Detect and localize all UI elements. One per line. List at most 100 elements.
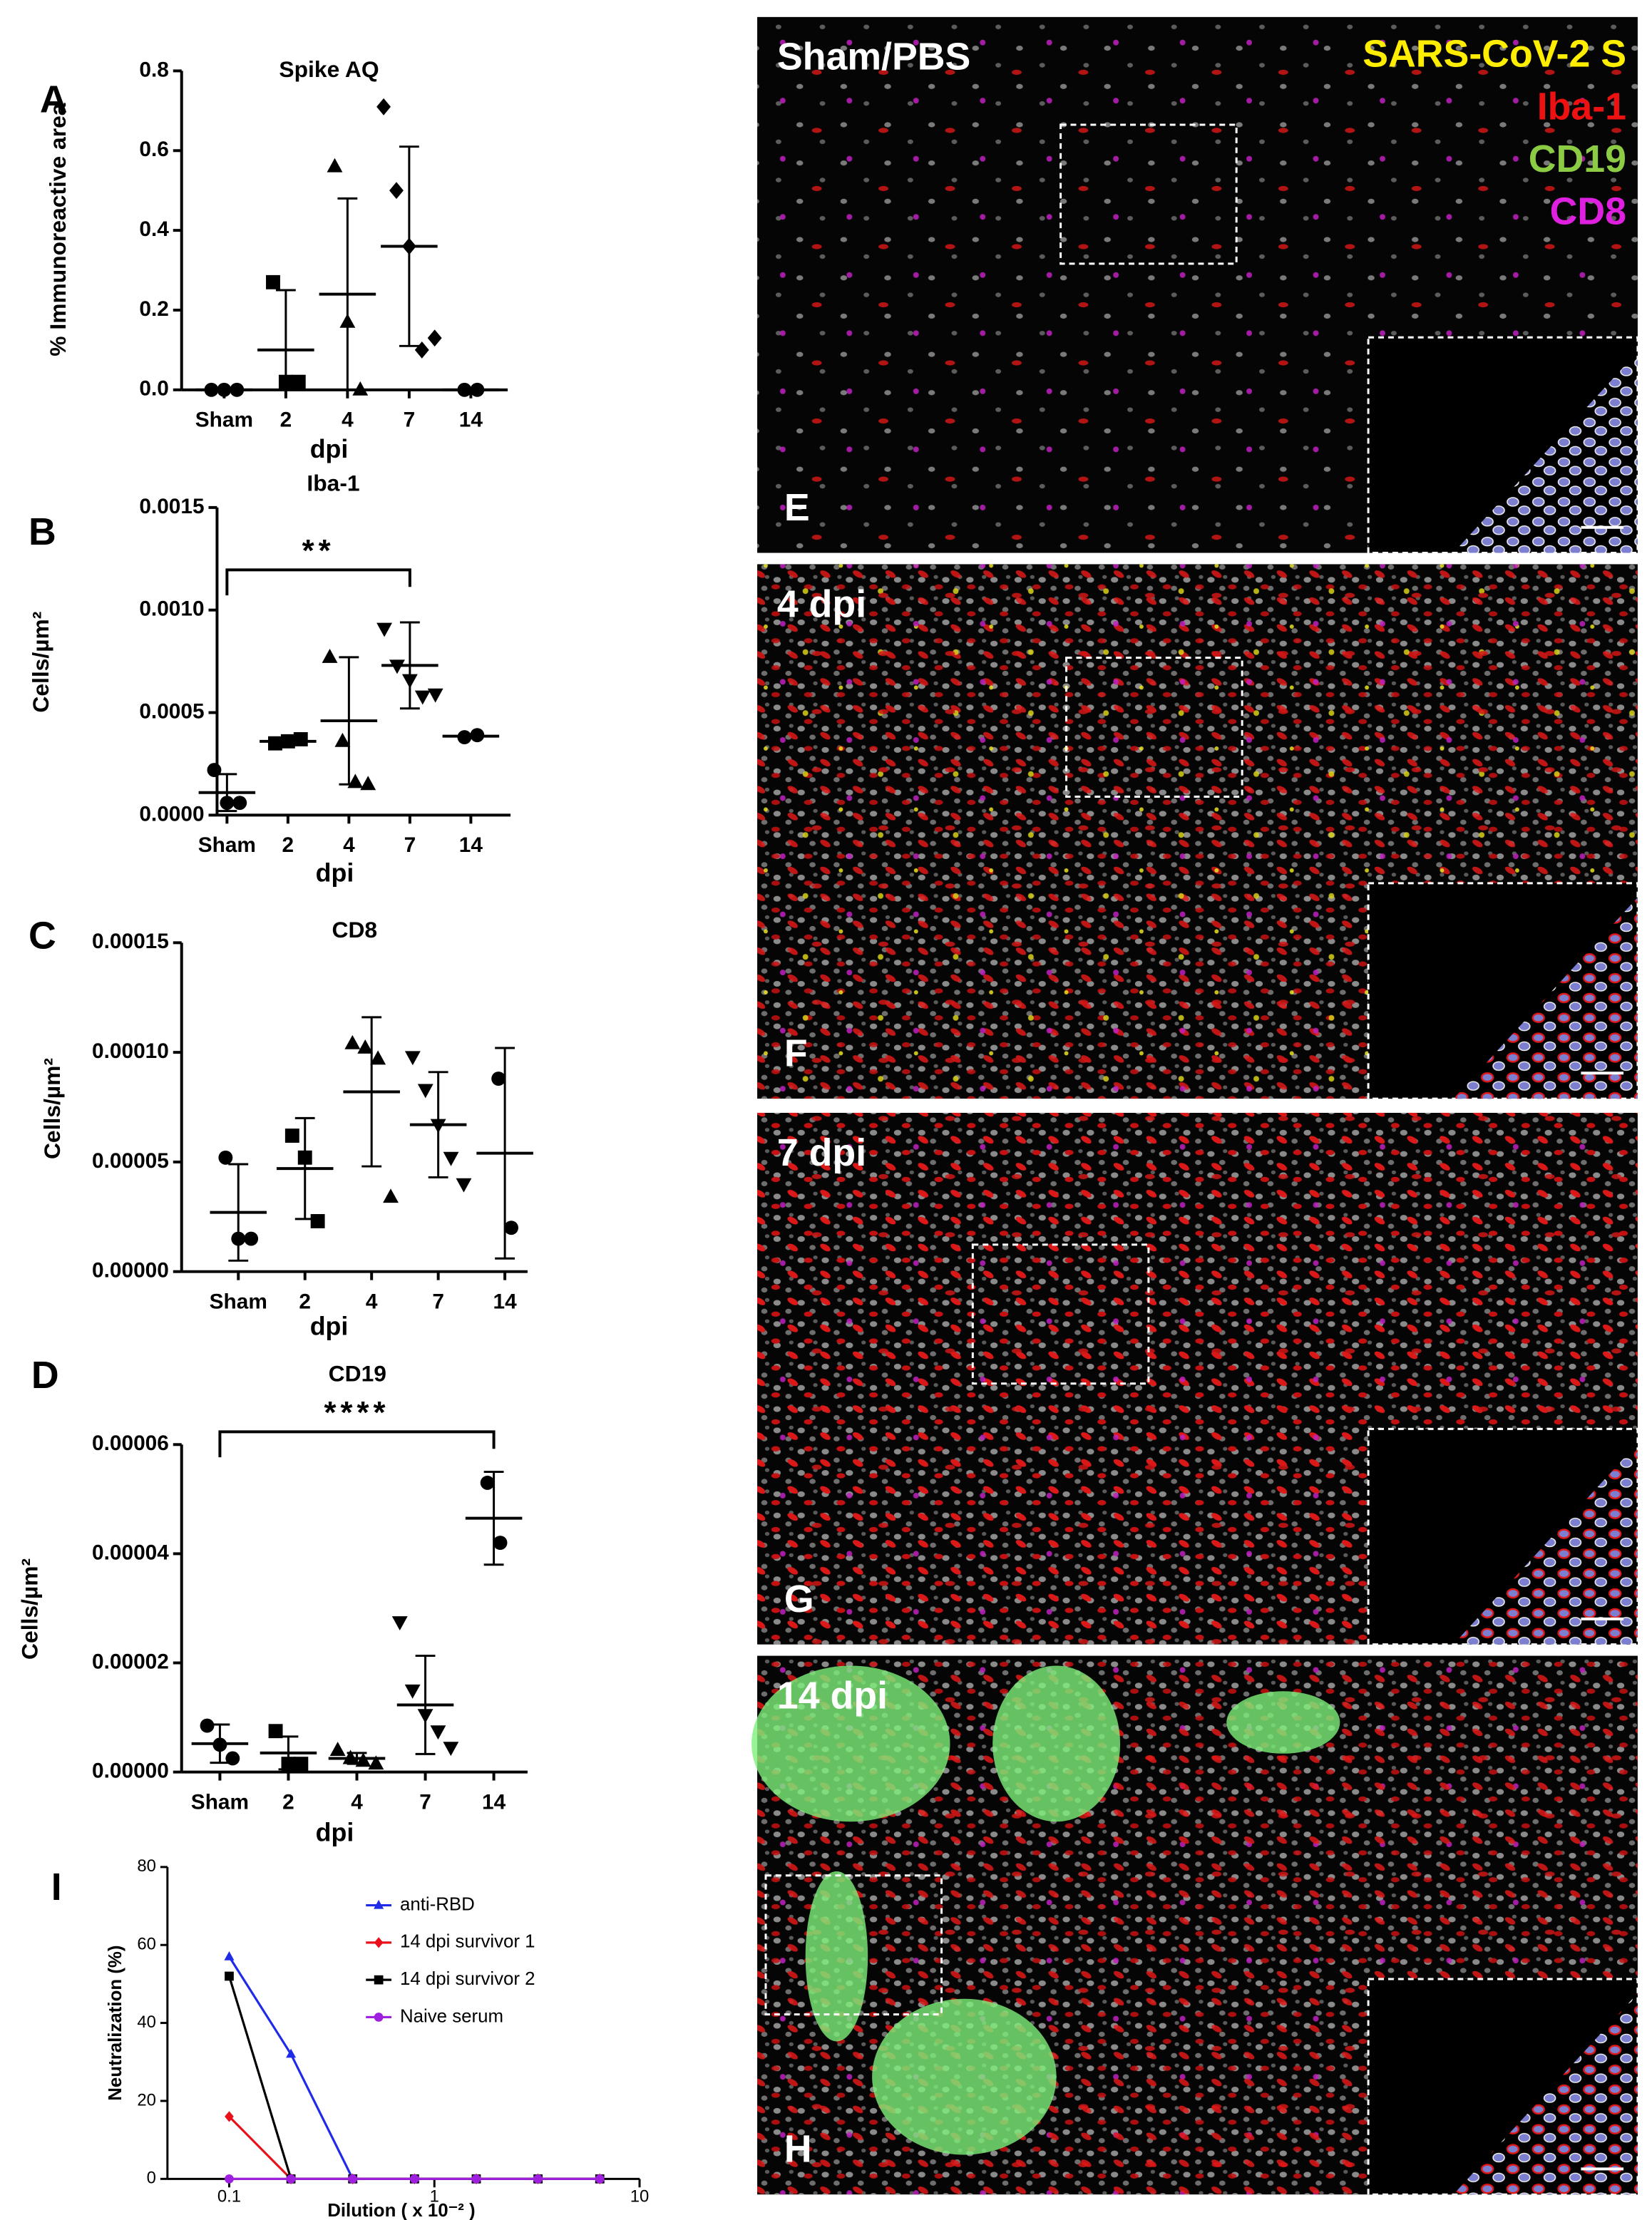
marker xyxy=(427,688,443,703)
y-axis-label: Cells/µm² xyxy=(16,1558,42,1660)
significance-bracket xyxy=(225,568,411,596)
y-tick-label: 0.00015 xyxy=(92,930,169,953)
y-tick-label: 0.4 xyxy=(139,217,169,241)
marker xyxy=(360,776,376,791)
marker xyxy=(374,1899,384,1909)
x-tick-label: 7 xyxy=(419,1790,431,1814)
error-bar-group xyxy=(210,1723,230,1764)
x-tick-label: 1 xyxy=(430,2186,439,2206)
error-bar-group xyxy=(399,145,419,347)
x-axis-label: Dilution ( x 10⁻² ) xyxy=(327,2201,475,2220)
marker xyxy=(443,1151,459,1166)
marker xyxy=(491,1072,506,1086)
marker xyxy=(266,274,280,289)
marker xyxy=(376,98,391,115)
y-tick-label: 0.0005 xyxy=(139,699,204,723)
x-tick-label: 7 xyxy=(404,833,416,857)
panel-letter: I xyxy=(51,1866,62,1908)
chart-title: Iba-1 xyxy=(307,470,359,495)
x-tick-label: 14 xyxy=(459,833,483,857)
marker xyxy=(225,2111,234,2122)
marker xyxy=(430,1725,446,1740)
error-bar-group xyxy=(399,621,420,710)
x-tick-label: 4 xyxy=(343,833,355,857)
marker xyxy=(225,2174,234,2184)
x-tick-label: 2 xyxy=(282,1790,294,1814)
panel-letter: E xyxy=(784,486,810,529)
marker xyxy=(284,1129,299,1143)
y-axis-label: Neutralization (%) xyxy=(106,1945,125,2100)
marker xyxy=(374,1975,384,1985)
x-tick-label: Sham xyxy=(210,1290,267,1313)
marker xyxy=(389,182,404,200)
stain-legend: CD19 xyxy=(1529,138,1626,180)
legend-label: Naive serum xyxy=(400,2006,503,2026)
stain-legend: CD8 xyxy=(1550,190,1626,232)
marker xyxy=(225,1971,234,1981)
error-bar-group xyxy=(461,734,481,739)
panel-letter: H xyxy=(784,2128,812,2171)
y-tick-label: 20 xyxy=(137,2090,156,2109)
series-line xyxy=(228,2115,600,2180)
x-tick-label: 10 xyxy=(630,2186,650,2206)
error-bar-group xyxy=(415,1655,436,1755)
stain-legend: SARS-CoV-2 S xyxy=(1363,33,1626,76)
panel-letter: D xyxy=(31,1354,59,1397)
series-line xyxy=(228,1956,600,2180)
y-tick-label: 0.00005 xyxy=(92,1149,169,1173)
micrograph: Sham/PBS E SARS-CoV-2 S Iba-1 CD19 CD8 xyxy=(757,16,1639,555)
x-tick-label: 2 xyxy=(282,833,294,857)
marker xyxy=(322,648,338,663)
error-bar-group xyxy=(294,1116,315,1221)
x-tick-label: 14 xyxy=(482,1790,506,1814)
error-bar-group xyxy=(275,289,296,390)
micrograph-panels: Sham/PBS E SARS-CoV-2 S Iba-1 CD19 CD8 4 dpi F 7… xyxy=(751,16,1639,2196)
y-tick-label: 0.00006 xyxy=(92,1432,169,1455)
error-bar-group xyxy=(483,1471,504,1566)
marker xyxy=(414,690,431,705)
cd19-cluster xyxy=(1226,1691,1340,1754)
error-bar-group xyxy=(277,738,298,745)
y-tick-label: 0.0000 xyxy=(139,802,204,826)
marker xyxy=(504,1221,518,1235)
panel-label: 4 dpi xyxy=(777,582,866,625)
error-bar-group xyxy=(495,1047,515,1260)
panel-letter: G xyxy=(784,1578,814,1620)
legend-label: 14 dpi survivor 1 xyxy=(400,1932,535,1952)
stain-legend: Iba-1 xyxy=(1537,85,1626,128)
marker xyxy=(368,1755,384,1770)
error-bar-group xyxy=(347,1752,367,1765)
micrograph: 4 dpi F xyxy=(757,564,1639,1100)
y-tick-label: 60 xyxy=(137,1935,156,1954)
y-tick-label: 0.0010 xyxy=(139,597,204,621)
y-axis-label: % Immunoreactive area xyxy=(45,103,71,356)
error-bar-group xyxy=(428,1071,448,1178)
error-bar-group xyxy=(228,1163,249,1262)
x-tick-label: 4 xyxy=(342,408,354,431)
marker xyxy=(471,2174,481,2184)
marker xyxy=(480,1475,495,1490)
panel-letter: B xyxy=(29,510,56,553)
marker xyxy=(595,2174,605,2184)
x-tick-label: Sham xyxy=(198,833,256,857)
x-axis-label: dpi xyxy=(310,1312,349,1341)
panel-letter: A xyxy=(40,78,68,120)
marker xyxy=(404,1684,421,1699)
error-bar-group xyxy=(361,1016,382,1168)
marker xyxy=(404,1051,421,1066)
y-axis-label: Cells/µm² xyxy=(39,1058,65,1159)
legend-label: anti-RBD xyxy=(400,1894,475,1914)
marker xyxy=(244,1231,259,1246)
cd19-cluster xyxy=(805,1871,868,2042)
marker xyxy=(286,2174,296,2184)
x-axis-label: dpi xyxy=(310,435,349,463)
marker xyxy=(291,374,306,389)
y-tick-label: 80 xyxy=(137,1856,156,1876)
micrograph: 14 dpi H xyxy=(751,1655,1639,2196)
micrograph: 7 dpi G xyxy=(757,1112,1639,1646)
y-tick-label: 0 xyxy=(147,2169,156,2188)
x-tick-label: 4 xyxy=(366,1290,378,1313)
marker xyxy=(370,1050,386,1065)
marker xyxy=(218,1150,233,1165)
chart: 0.0000 0.0005 0.0010 0.0015 Sham 2 4 7 14 ** Iba-1… xyxy=(28,470,511,887)
